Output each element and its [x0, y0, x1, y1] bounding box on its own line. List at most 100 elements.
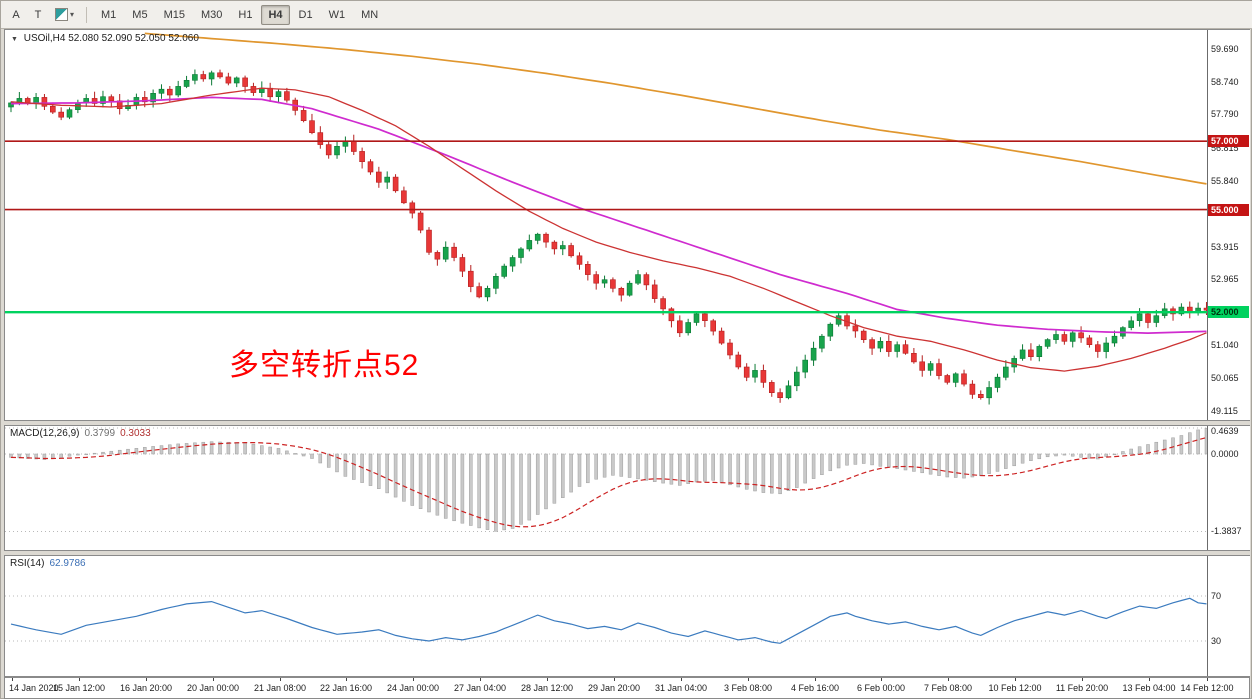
time-tick: [547, 678, 548, 681]
main-chart-panel[interactable]: ▼ USOil,H4 52.080 52.090 52.050 52.060 多…: [4, 29, 1250, 421]
price-axis-label: 53.915: [1211, 242, 1239, 252]
rsi-axis-label: 30: [1211, 636, 1222, 646]
price-level-tag-52.000: 52.000: [1208, 306, 1249, 318]
macd-panel[interactable]: MACD(12,26,9) 0.3799 0.3033 0.4639 0.0000 -1…: [4, 425, 1250, 551]
time-axis-label: 22 Jan 16:00: [319, 683, 373, 693]
time-axis-label: 10 Feb 12:00: [988, 683, 1042, 693]
timeframe-button-d1[interactable]: D1: [292, 5, 320, 25]
price-axis-label: 51.040: [1211, 340, 1239, 350]
rsi-name-label: RSI(14): [10, 558, 45, 569]
time-tick: [948, 678, 949, 681]
time-tick: [815, 678, 816, 681]
time-tick: [748, 678, 749, 681]
time-tick: [1082, 678, 1083, 681]
timeframe-button-m15[interactable]: M15: [157, 5, 192, 25]
timeframe-button-m1[interactable]: M1: [94, 5, 123, 25]
time-tick: [12, 678, 13, 681]
time-axis-label: 20 Jan 00:00: [186, 683, 240, 693]
time-tick: [480, 678, 481, 681]
macd-histogram: [9, 427, 1207, 532]
timeframe-button-h1[interactable]: H1: [231, 5, 259, 25]
text-tool-button[interactable]: T: [28, 5, 48, 25]
time-axis-label: 6 Feb 00:00: [856, 683, 906, 693]
text-annotation: 多空转折点52: [229, 349, 420, 382]
time-axis-label: 4 Feb 16:00: [790, 683, 840, 693]
time-axis-label: 31 Jan 04:00: [654, 683, 708, 693]
timeframe-button-h4[interactable]: H4: [261, 4, 290, 25]
time-tick: [280, 678, 281, 681]
time-tick: [79, 678, 80, 681]
time-tick: [1207, 678, 1208, 681]
timeframe-button-w1[interactable]: W1: [322, 5, 353, 25]
price-axis-label: 58.740: [1211, 77, 1239, 87]
macd-axis[interactable]: 0.4639 0.0000 -1.3837: [1207, 426, 1250, 550]
arrow-tool-button[interactable]: A: [6, 5, 26, 25]
time-axis-label: 16 Jan 20:00: [119, 683, 173, 693]
time-tick: [1015, 678, 1016, 681]
timeframe-button-m30[interactable]: M30: [194, 5, 229, 25]
quote-open: 52.080: [68, 33, 99, 44]
time-tick: [346, 678, 347, 681]
time-axis-label: 21 Jan 08:00: [253, 683, 307, 693]
quote-low: 52.050: [134, 33, 166, 44]
time-axis[interactable]: 14 Jan 2020 15 Jan 12:00 16 Jan 20:00 20 Ja…: [4, 677, 1250, 699]
rsi-line: [10, 597, 1207, 644]
price-axis-label: 57.790: [1211, 109, 1239, 119]
price-axis-label: 52.965: [1211, 274, 1239, 284]
macd-axis-label: 0.4639: [1211, 426, 1239, 436]
quote-high: 52.090: [101, 33, 133, 44]
time-tick: [1149, 678, 1150, 681]
time-axis-label: 27 Jan 04:00: [453, 683, 507, 693]
price-level-tag-57.000: 57.000: [1208, 135, 1249, 147]
time-axis-label: 3 Feb 08:00: [723, 683, 773, 693]
timeframe-button-m5[interactable]: M5: [125, 5, 154, 25]
time-axis-label: 14 Jan 2020: [9, 683, 59, 693]
chart-dropdown-icon[interactable]: ▼: [11, 36, 18, 43]
rsi-axis[interactable]: 70 30: [1207, 556, 1250, 676]
time-axis-label: 7 Feb 08:00: [923, 683, 973, 693]
ma-orange-line: [144, 32, 1207, 185]
time-tick: [681, 678, 682, 681]
time-axis-label: 14 Feb 12:00: [1180, 683, 1234, 693]
price-axis-label: 50.065: [1211, 373, 1239, 383]
price-axis-label: 59.690: [1211, 44, 1239, 54]
timeframe-button-mn[interactable]: MN: [354, 5, 385, 25]
rsi-value: 62.9786: [49, 558, 86, 569]
time-axis-label: 15 Jan 12:00: [52, 683, 106, 693]
time-tick: [881, 678, 882, 681]
time-tick: [614, 678, 615, 681]
ma-magenta-line: [10, 96, 1207, 334]
palette-icon: [55, 8, 68, 21]
price-axis[interactable]: 59.690 58.740 57.790 56.815 55.840 53.915 52.9…: [1207, 30, 1250, 420]
price-axis-label: 55.840: [1211, 176, 1239, 186]
time-axis-label: 29 Jan 20:00: [587, 683, 641, 693]
chevron-down-icon: ▾: [70, 10, 75, 19]
price-level-tag-55.000: 55.000: [1208, 204, 1249, 216]
macd-axis-label: -1.3837: [1211, 526, 1242, 536]
time-axis-label: 28 Jan 12:00: [520, 683, 574, 693]
time-tick: [213, 678, 214, 681]
macd-canvas[interactable]: [5, 426, 1207, 550]
quote-close: 52.060: [168, 33, 199, 44]
toolbar: A T ▾ M1 M5 M15 M30 H1 H4 D1 W1 MN: [1, 1, 1252, 29]
time-axis-label: 13 Feb 04:00: [1122, 683, 1176, 693]
toolbar-separator: [86, 6, 88, 23]
macd-title: MACD(12,26,9) 0.3799 0.3033: [10, 428, 151, 439]
ma-red-line: [10, 87, 1207, 372]
symbol-period-label: USOil,H4: [23, 33, 66, 44]
macd-main-value: 0.3799: [84, 428, 116, 439]
timeframe-button-group: M1 M5 M15 M30 H1 H4 D1 W1 MN: [93, 4, 386, 25]
rsi-canvas[interactable]: [5, 556, 1207, 676]
colors-dropdown-button[interactable]: ▾: [50, 5, 79, 25]
time-axis-label: 11 Feb 20:00: [1055, 683, 1109, 693]
macd-signal-line: [10, 436, 1207, 528]
rsi-title: RSI(14) 62.9786: [10, 558, 86, 569]
rsi-axis-label: 70: [1211, 591, 1222, 601]
macd-signal-value: 0.3033: [120, 428, 151, 439]
main-chart-canvas[interactable]: [5, 30, 1207, 420]
rsi-panel[interactable]: RSI(14) 62.9786 70 30: [4, 555, 1250, 677]
time-tick: [413, 678, 414, 681]
time-tick: [146, 678, 147, 681]
time-axis-label: 24 Jan 00:00: [386, 683, 440, 693]
